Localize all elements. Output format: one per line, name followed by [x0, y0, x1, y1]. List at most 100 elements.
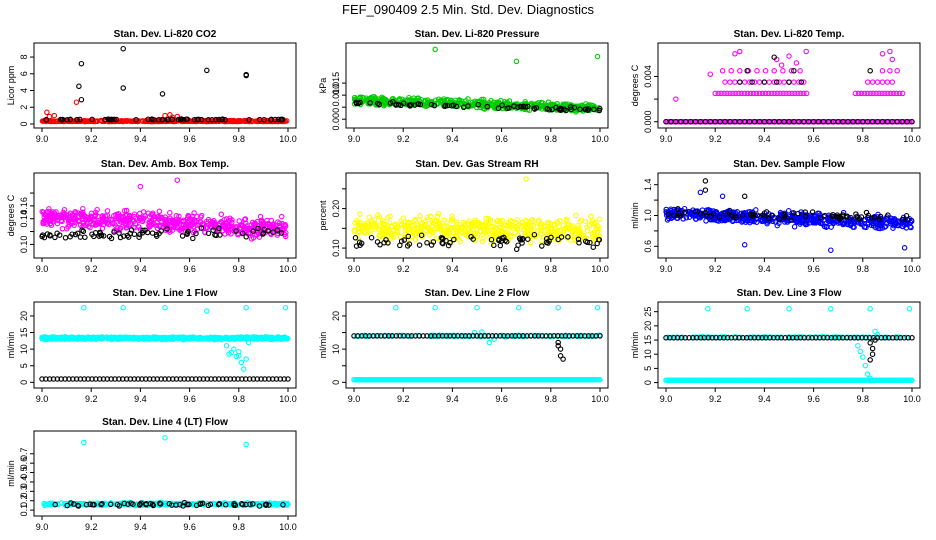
data-point — [697, 189, 704, 196]
reference-point — [702, 178, 709, 184]
data-point — [879, 51, 886, 57]
data-point — [243, 117, 249, 124]
y-tick-label: 6 — [19, 71, 29, 76]
x-tick-label: 9.8 — [857, 134, 870, 144]
reference-point — [424, 240, 430, 246]
y-axis-label: percent — [318, 200, 328, 231]
y-tick-label: 0.000 — [331, 108, 341, 131]
x-tick-label: 9.0 — [348, 394, 361, 404]
reference-point — [279, 116, 286, 123]
y-axis-label: ml/min — [318, 332, 328, 359]
x-tick-label: 9.2 — [85, 264, 98, 274]
reference-point — [67, 116, 74, 123]
reference-point — [113, 116, 120, 123]
x-tick-label: 9.4 — [134, 264, 147, 274]
data-point — [766, 79, 773, 85]
y-tick-label: 0.015 — [331, 72, 341, 95]
data-point — [516, 304, 522, 311]
chart-title: Stan. Dev. Line 3 Flow — [737, 288, 842, 299]
plot-frame — [33, 301, 297, 389]
data-point — [879, 68, 886, 74]
x-tick-label: 9.0 — [660, 264, 673, 274]
y-tick-label: 20 — [643, 321, 653, 331]
x-tick-label: 9.4 — [134, 394, 147, 404]
data-point — [889, 79, 896, 85]
y-tick-label: 15 — [643, 335, 653, 345]
x-tick-label: 9.4 — [758, 264, 771, 274]
reference-point — [513, 246, 520, 253]
reference-point — [175, 116, 182, 123]
y-tick-label: 8 — [19, 55, 29, 60]
reference-point — [159, 91, 166, 97]
data-point — [104, 208, 111, 214]
data-point — [828, 306, 834, 312]
data-point — [860, 354, 866, 360]
reference-point — [165, 116, 171, 123]
x-tick-label: 9.6 — [183, 134, 196, 144]
x-tick-label: 9.6 — [807, 264, 820, 274]
reference-point — [204, 67, 210, 74]
y-tick-label: 0 — [19, 380, 29, 385]
data-point — [732, 51, 738, 57]
data-point — [756, 79, 763, 85]
data-point — [227, 118, 234, 124]
plot-frame — [345, 172, 609, 259]
reference-point — [149, 116, 155, 122]
reference-point — [560, 356, 566, 362]
data-point — [901, 245, 908, 251]
data-point — [357, 211, 363, 217]
x-tick-label: 9.2 — [709, 394, 722, 404]
reference-point — [77, 234, 84, 240]
y-tick-label: 20 — [19, 311, 29, 321]
data-point — [167, 209, 173, 216]
reference-point — [205, 117, 212, 123]
data-point — [582, 218, 589, 225]
reference-point — [590, 244, 597, 250]
x-tick-label: 9.2 — [397, 264, 410, 274]
data-point — [278, 213, 285, 220]
data-point — [899, 90, 906, 97]
data-point — [588, 213, 594, 220]
data-point — [744, 306, 750, 312]
data-point — [523, 176, 529, 182]
data-point — [732, 79, 738, 85]
x-tick-label: 9.8 — [857, 264, 870, 274]
reference-point — [120, 45, 126, 52]
y-tick-label: 0.20 — [331, 200, 341, 218]
data-point — [555, 304, 561, 311]
data-point — [121, 118, 128, 124]
reference-point — [368, 234, 375, 241]
data-point — [46, 113, 53, 120]
y-tick-label: 0.000 — [643, 110, 653, 133]
y-tick-label: 10 — [331, 344, 341, 354]
chart-title: Stan. Dev. Li-820 Temp. — [734, 29, 845, 40]
reference-point — [108, 116, 114, 123]
reference-point — [64, 116, 70, 123]
y-tick-label: 1.4 — [643, 178, 653, 191]
data-point — [884, 79, 891, 85]
reference-point — [741, 193, 748, 200]
reference-point — [59, 116, 65, 123]
reference-point — [737, 79, 743, 85]
x-tick-label: 9.2 — [709, 134, 722, 144]
x-tick-label: 10.0 — [591, 264, 609, 274]
data-point — [719, 193, 726, 200]
chart-title: Stan. Dev. Li-820 CO2 — [114, 29, 217, 40]
reference-point — [76, 83, 82, 90]
x-tick-label: 9.0 — [660, 134, 673, 144]
y-axis-label: kPa — [318, 78, 328, 94]
data-point — [887, 68, 893, 74]
chart-title: Stan. Dev. Line 2 Flow — [425, 288, 530, 299]
data-point — [791, 224, 798, 230]
data-point — [218, 211, 225, 218]
x-tick-label: 9.8 — [545, 394, 558, 404]
reference-point — [145, 116, 151, 123]
data-point — [51, 112, 58, 119]
reference-point — [105, 116, 111, 122]
data-point — [124, 118, 131, 124]
x-tick-label: 9.4 — [446, 394, 459, 404]
x-tick-label: 9.6 — [495, 394, 508, 404]
data-point — [762, 68, 769, 74]
